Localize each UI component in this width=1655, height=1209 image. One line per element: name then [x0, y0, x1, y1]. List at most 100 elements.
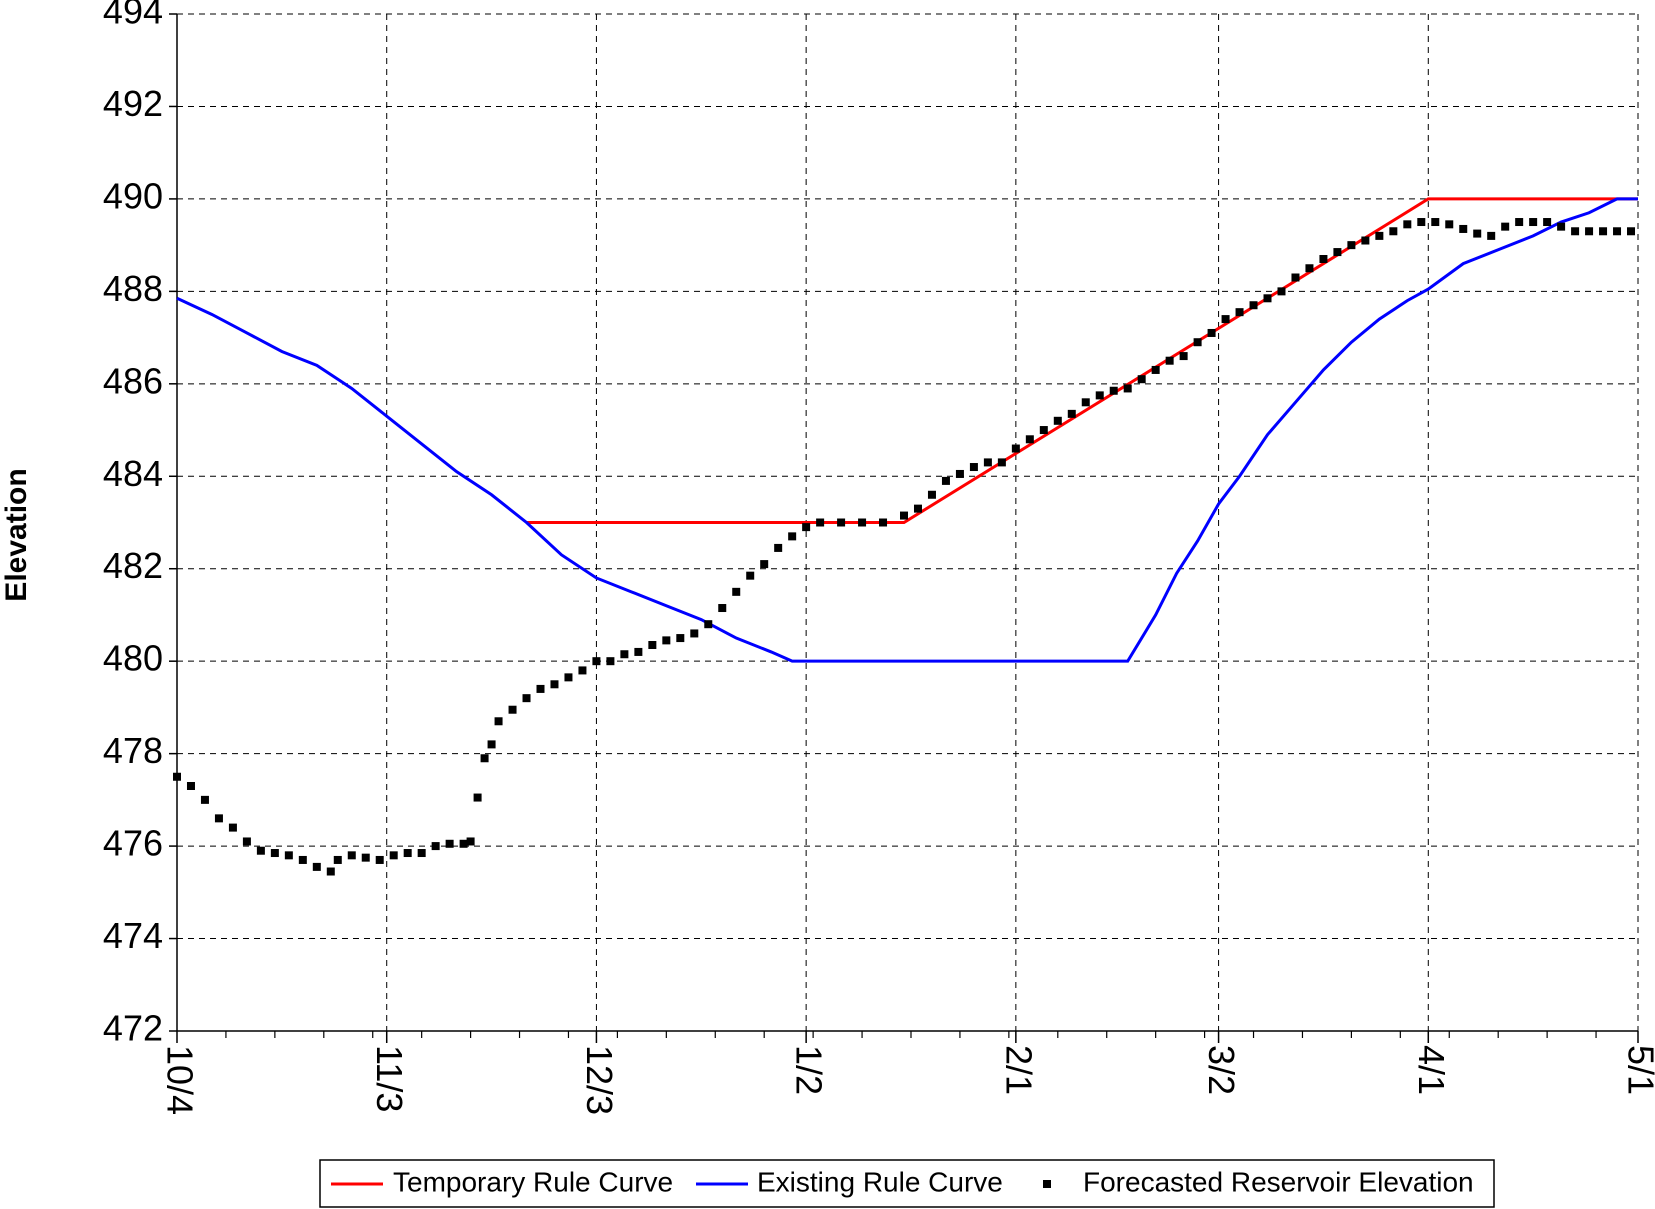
y-tick-label: 478	[103, 730, 163, 771]
data-point	[564, 673, 573, 682]
y-tick-label: 482	[103, 545, 163, 586]
data-point	[1109, 386, 1118, 395]
data-point	[1151, 365, 1160, 374]
data-point	[1011, 444, 1020, 453]
y-tick-label: 484	[103, 453, 163, 494]
y-tick-label: 490	[103, 175, 163, 216]
data-point	[270, 849, 279, 858]
x-tick-label: 10/4	[159, 1045, 200, 1115]
data-point	[1333, 248, 1342, 257]
data-point	[690, 629, 699, 638]
data-point	[578, 666, 587, 675]
y-tick-label: 488	[103, 268, 163, 309]
data-point	[1445, 220, 1454, 229]
data-point	[1431, 218, 1440, 227]
series-line	[526, 197, 1638, 524]
x-tick-label: 3/2	[1201, 1045, 1242, 1095]
data-point	[1067, 409, 1076, 418]
data-point	[1081, 398, 1090, 407]
y-tick-label: 474	[103, 915, 163, 956]
data-point	[1263, 294, 1272, 303]
data-point	[606, 657, 615, 666]
data-point	[620, 650, 629, 659]
data-point	[1487, 231, 1496, 240]
data-point	[648, 641, 657, 650]
data-point	[1039, 426, 1048, 435]
legend-label: Existing Rule Curve	[757, 1166, 1003, 1197]
data-point	[662, 636, 671, 645]
data-point	[1193, 338, 1202, 347]
data-point	[732, 587, 741, 596]
x-tick-label: 5/1	[1620, 1045, 1655, 1095]
data-point	[1291, 273, 1300, 282]
data-point	[592, 657, 601, 666]
data-point	[431, 842, 440, 851]
data-point	[774, 543, 783, 552]
legend-label: Forecasted Reservoir Elevation	[1083, 1166, 1474, 1197]
data-point	[536, 684, 545, 693]
x-tick-label: 4/1	[1411, 1045, 1452, 1095]
data-point	[858, 518, 867, 527]
data-point	[508, 705, 517, 714]
data-point	[242, 837, 251, 846]
data-point	[676, 634, 685, 643]
data-point	[983, 458, 992, 467]
data-point	[1137, 375, 1146, 384]
data-point	[445, 839, 454, 848]
data-point	[879, 518, 888, 527]
data-point	[186, 781, 195, 790]
data-point	[347, 851, 356, 860]
y-tick-label: 492	[103, 83, 163, 124]
data-point	[1627, 227, 1636, 236]
data-point	[1235, 308, 1244, 317]
data-point	[1179, 352, 1188, 361]
data-point	[1305, 264, 1314, 273]
data-point	[487, 740, 496, 749]
data-point	[1473, 229, 1482, 238]
y-axis-label: Elevation	[0, 468, 33, 601]
data-point	[389, 851, 398, 860]
x-tick-label: 1/2	[789, 1045, 830, 1095]
data-point	[173, 772, 181, 781]
data-point	[997, 458, 1006, 467]
data-point	[312, 862, 321, 871]
data-point	[718, 604, 727, 613]
data-point	[816, 518, 825, 527]
data-point	[1459, 224, 1468, 233]
series-line	[176, 197, 1638, 663]
y-tick-label: 480	[103, 638, 163, 679]
data-point	[298, 855, 307, 864]
data-point	[1361, 236, 1370, 245]
data-point	[1585, 227, 1594, 236]
data-point	[1123, 384, 1132, 393]
data-point	[1529, 218, 1538, 227]
data-point	[522, 694, 531, 703]
y-tick-label: 476	[103, 823, 163, 864]
data-point	[1599, 227, 1608, 236]
data-point	[473, 793, 482, 802]
x-tick-label: 11/3	[369, 1045, 410, 1112]
y-tick-label: 494	[103, 0, 163, 32]
data-point	[200, 795, 209, 804]
data-point	[228, 823, 237, 832]
data-point	[1613, 227, 1622, 236]
data-point	[480, 754, 489, 763]
data-point	[459, 839, 468, 848]
data-point	[760, 560, 769, 569]
data-point	[941, 476, 950, 485]
data-point	[361, 853, 370, 862]
data-point	[1501, 222, 1510, 231]
legend-box	[319, 1159, 1495, 1208]
y-tick-label: 486	[103, 360, 163, 401]
data-point	[333, 855, 342, 864]
data-point	[1165, 356, 1174, 365]
data-point	[1557, 222, 1566, 231]
data-point	[1221, 315, 1230, 324]
data-point	[1543, 218, 1552, 227]
data-point	[634, 647, 643, 656]
data-point	[550, 680, 559, 689]
x-tick-label: 2/1	[998, 1045, 1039, 1095]
data-point	[466, 837, 475, 846]
data-point	[955, 469, 964, 478]
